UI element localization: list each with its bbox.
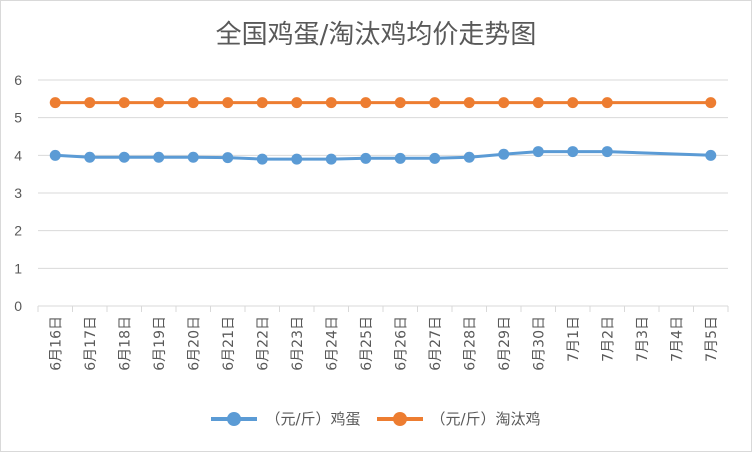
legend-marker-egg xyxy=(227,411,242,426)
data-point-series-1[interactable] xyxy=(187,97,199,109)
data-point-series-0[interactable] xyxy=(84,151,96,163)
data-point-series-1[interactable] xyxy=(429,97,441,109)
data-point-series-1[interactable] xyxy=(84,97,96,109)
data-point-series-0[interactable] xyxy=(394,152,406,164)
data-point-series-0[interactable] xyxy=(463,151,475,163)
x-tick-label: 6月28日 xyxy=(462,316,478,371)
y-axis-ticks: 0 1 2 3 4 5 6 xyxy=(14,72,22,314)
data-point-series-0[interactable] xyxy=(705,149,717,161)
legend-marker-hen xyxy=(392,411,407,426)
x-tick-label: 6月19日 xyxy=(152,316,168,371)
legend-swatch-hen xyxy=(376,411,423,426)
data-point-series-1[interactable] xyxy=(705,97,717,109)
gridlines xyxy=(38,79,728,269)
y-tick-label: 0 xyxy=(14,298,22,314)
data-point-series-1[interactable] xyxy=(291,97,303,109)
data-point-series-0[interactable] xyxy=(222,152,234,164)
data-point-series-0[interactable] xyxy=(256,153,268,165)
data-point-series-1[interactable] xyxy=(394,97,406,109)
x-tick-label: 6月21日 xyxy=(221,316,237,371)
data-point-series-1[interactable] xyxy=(463,97,475,109)
data-point-series-1[interactable] xyxy=(360,97,372,109)
series-line-0 xyxy=(53,150,713,161)
x-tick-label: 6月18日 xyxy=(117,316,133,371)
x-tick-label: 6月16日 xyxy=(48,316,64,371)
x-tick-label: 6月20日 xyxy=(186,316,202,371)
data-point-series-1[interactable] xyxy=(532,97,544,109)
y-tick-label: 2 xyxy=(14,223,22,239)
legend-item-egg[interactable]: （元/斤）鸡蛋 xyxy=(211,408,361,429)
data-point-series-0[interactable] xyxy=(187,151,199,163)
y-tick-label: 4 xyxy=(14,147,22,163)
data-point-series-0[interactable] xyxy=(601,146,613,158)
legend: （元/斤）鸡蛋 （元/斤）淘汰鸡 xyxy=(0,408,752,429)
data-point-series-1[interactable] xyxy=(153,97,165,109)
x-tick-label: 6月30日 xyxy=(531,316,547,371)
legend-item-hen[interactable]: （元/斤）淘汰鸡 xyxy=(376,408,541,429)
x-tick-label: 7月1日 xyxy=(566,316,582,362)
data-point-series-0[interactable] xyxy=(153,151,165,163)
data-point-series-0[interactable] xyxy=(567,146,579,158)
data-point-series-0[interactable] xyxy=(118,151,130,163)
x-tick-label: 6月24日 xyxy=(324,316,340,371)
x-tick-label: 6月26日 xyxy=(393,316,409,371)
data-point-series-0[interactable] xyxy=(49,149,61,161)
x-tick-label: 6月22日 xyxy=(255,316,271,371)
data-point-series-1[interactable] xyxy=(256,97,268,109)
series-points xyxy=(49,97,717,165)
legend-label-egg: （元/斤）鸡蛋 xyxy=(265,410,361,428)
chart-title: 全国鸡蛋/淘汰鸡均价走势图 xyxy=(215,20,537,50)
data-point-series-0[interactable] xyxy=(291,153,303,165)
y-tick-label: 3 xyxy=(14,185,22,201)
data-point-series-1[interactable] xyxy=(498,97,510,109)
data-point-series-1[interactable] xyxy=(325,97,337,109)
legend-swatch-egg xyxy=(211,411,258,426)
x-tick-label: 6月25日 xyxy=(359,316,375,371)
x-tick-label: 7月3日 xyxy=(635,316,651,362)
x-tick-label: 6月23日 xyxy=(290,316,306,371)
data-point-series-0[interactable] xyxy=(429,152,441,164)
x-tick-label: 7月2日 xyxy=(600,316,616,362)
data-point-series-1[interactable] xyxy=(567,97,579,109)
data-point-series-1[interactable] xyxy=(49,97,61,109)
x-tick-label: 6月17日 xyxy=(83,316,99,371)
data-point-series-1[interactable] xyxy=(601,97,613,109)
y-tick-label: 6 xyxy=(14,72,22,88)
data-point-series-0[interactable] xyxy=(360,152,372,164)
data-point-series-1[interactable] xyxy=(222,97,234,109)
x-axis: 6月16日 6月17日 6月18日 6月19日 6月20日 6月21日 6月22日 6月23日… xyxy=(37,305,729,371)
y-tick-label: 5 xyxy=(14,110,22,126)
x-tick-label: 6月29日 xyxy=(497,316,513,371)
x-tick-label: 7月5日 xyxy=(704,316,720,362)
data-point-series-1[interactable] xyxy=(118,97,130,109)
x-tick-label: 6月27日 xyxy=(428,316,444,371)
legend-label-hen: （元/斤）淘汰鸡 xyxy=(430,410,541,428)
series-lines xyxy=(53,101,713,161)
y-tick-label: 1 xyxy=(14,260,22,276)
data-point-series-0[interactable] xyxy=(498,148,510,160)
data-point-series-0[interactable] xyxy=(532,146,544,158)
data-point-series-0[interactable] xyxy=(325,153,337,165)
x-tick-label: 7月4日 xyxy=(669,316,685,362)
